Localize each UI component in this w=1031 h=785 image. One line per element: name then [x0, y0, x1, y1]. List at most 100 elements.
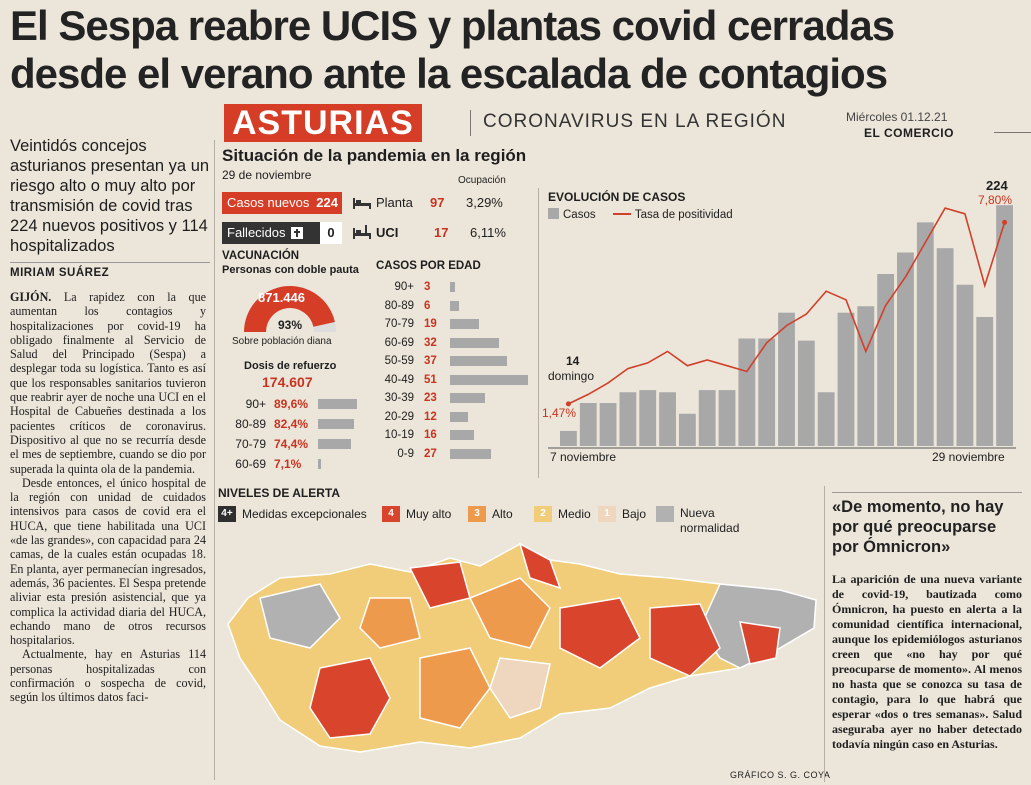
positivity-line: [568, 207, 1006, 405]
evolution-chart: [548, 205, 1016, 449]
age-cases: 6: [424, 299, 431, 312]
age-group: 20-29: [384, 410, 414, 423]
new-cases-value: 224: [316, 195, 338, 210]
first-value-annotation: 14: [566, 354, 580, 368]
x-end-label: 29 noviembre: [932, 450, 1005, 464]
age-bar: [450, 300, 460, 311]
age-bar: [450, 430, 475, 440]
age-cases: 3: [424, 281, 431, 293]
map-region-south: [419, 647, 491, 729]
age-group: 80-89: [384, 299, 414, 312]
new-cases-label: Casos nuevos: [227, 195, 310, 210]
ward-label: Planta: [376, 195, 413, 210]
column-divider: [214, 140, 215, 780]
section-bar: ASTURIAS CORONAVIRUS EN LA REGIÓN Miérco…: [224, 104, 1031, 144]
alert-level-swatch: 1: [598, 506, 616, 522]
age-bar: [450, 411, 469, 422]
legend-bar-label: Casos: [563, 209, 596, 221]
age-group: 0-9: [397, 447, 414, 460]
headline: El Sespa reabre UCIS y plantas covid cer…: [10, 2, 1020, 98]
legend-bar-swatch: [548, 208, 559, 219]
age-cases: 23: [424, 392, 437, 404]
map-region-nalon: [559, 597, 641, 669]
chart-divider: [538, 188, 539, 478]
map-region-south-center: [489, 657, 551, 719]
cases-by-age-table: 90+ 3 80-89 6 70-79 19 60-69 32 50-59 37 40-49 51 30…: [374, 278, 534, 468]
article-paragraph-2: Desde entonces, el único hospital de la …: [10, 475, 206, 648]
cases-bar: [976, 317, 994, 446]
age-group: 40-49: [384, 373, 414, 386]
age-row: 10-19 16: [374, 426, 534, 444]
article-paragraph-3: Actualmente, hay en Asturias 114 persona…: [10, 647, 206, 705]
positivity-point: [1002, 219, 1008, 225]
age-bar: [450, 393, 486, 403]
last-rate-annotation: 7,80%: [978, 193, 1013, 207]
map-region-east-center: [649, 603, 721, 677]
booster-bar: [318, 439, 351, 449]
map-region-west-center: [359, 597, 421, 649]
cases-bar: [560, 430, 577, 446]
first-rate-annotation: 1,47%: [542, 406, 577, 420]
age-row: 70-79 19: [374, 315, 534, 333]
article-paragraph-1-text: La rapidez con la que aumentan los conta…: [10, 290, 206, 476]
age-group: 60-69: [384, 336, 414, 349]
age-group: 90+: [394, 281, 414, 293]
age-group: 50-59: [384, 355, 414, 367]
booster-percent: 7,1%: [274, 457, 302, 471]
section-date: Miércoles 01.12.21: [846, 110, 948, 124]
booster-table: 90+ 89,6% 80-89 82,4% 70-79 74,4% 60-69 7,1%: [222, 394, 368, 474]
booster-bar: [318, 399, 358, 409]
asturias-alert-map: [227, 542, 817, 753]
booster-age: 90+: [245, 397, 266, 411]
age-cases: 12: [424, 410, 437, 423]
lead-paragraph: Veintidós concejos asturianos presentan …: [10, 137, 210, 255]
first-day-annotation: domingo: [548, 369, 595, 383]
age-row: 20-29 12: [374, 408, 534, 426]
booster-row: 60-69 7,1%: [222, 454, 368, 474]
cases-bar: [996, 205, 1013, 446]
booster-percent: 74,4%: [274, 437, 309, 451]
cases-bar: [897, 252, 914, 446]
section-subtitle: CORONAVIRUS EN LA REGIÓN: [470, 110, 786, 136]
deaths-label: Fallecidos: [227, 225, 286, 240]
alert-level-label: Alto: [492, 507, 513, 521]
byline: MIRIAM SUÁREZ: [10, 262, 210, 279]
age-row: 0-9 27: [374, 445, 534, 463]
age-row: 90+ 3: [374, 278, 534, 296]
alert-level-label: Medio: [558, 507, 591, 521]
age-group: 10-19: [384, 429, 414, 441]
cases-bar: [857, 306, 875, 446]
age-cases: 37: [424, 355, 437, 367]
cases-bar: [579, 403, 597, 446]
headline-line-2: desde el verano ante la escalada de cont…: [10, 50, 888, 97]
sidebar-quote: «De momento, no hay por qué preocuparse …: [832, 492, 1022, 557]
booster-row: 70-79 74,4%: [222, 434, 368, 454]
cases-bar: [678, 413, 696, 446]
age-row: 50-59 37: [374, 352, 534, 370]
cases-bar: [639, 390, 657, 446]
positivity-point: [565, 401, 571, 407]
booster-age: 80-89: [235, 417, 266, 431]
alert-level-label: Nueva normalidad: [680, 506, 740, 535]
vaccination-gauge-fill: [244, 285, 335, 332]
booster-total: 174.607: [262, 374, 313, 390]
alert-levels-title: NIVELES DE ALERTA: [218, 486, 341, 500]
age-row: 60-69 32: [374, 334, 534, 352]
alert-level-label: Bajo: [622, 507, 647, 521]
alert-level-swatch: [656, 506, 674, 522]
alert-levels-legend: 4+ Medidas excepcionales 4 Muy alto 3 Alto 2 Me…: [218, 506, 778, 538]
cases-bar: [817, 392, 835, 446]
article-body: GIJÓN. La rapidez con la que aumentan lo…: [10, 290, 206, 705]
cases-bar: [659, 392, 676, 446]
map-region-southwest: [309, 657, 391, 739]
age-group: 70-79: [384, 318, 414, 330]
alert-level-label: Medidas excepcionales: [242, 507, 367, 521]
booster-title: Dosis de refuerzo: [244, 360, 337, 372]
infographic-date: 29 de noviembre: [222, 168, 312, 182]
map-region-gijon: [518, 542, 562, 590]
headline-line-1: El Sespa reabre UCIS y plantas covid cer…: [10, 2, 895, 49]
dateline: GIJÓN.: [10, 290, 52, 304]
right-column-divider: [824, 486, 825, 782]
sidebar-body: La aparición de una nueva variante de co…: [832, 572, 1022, 751]
cases-bar: [778, 312, 795, 446]
